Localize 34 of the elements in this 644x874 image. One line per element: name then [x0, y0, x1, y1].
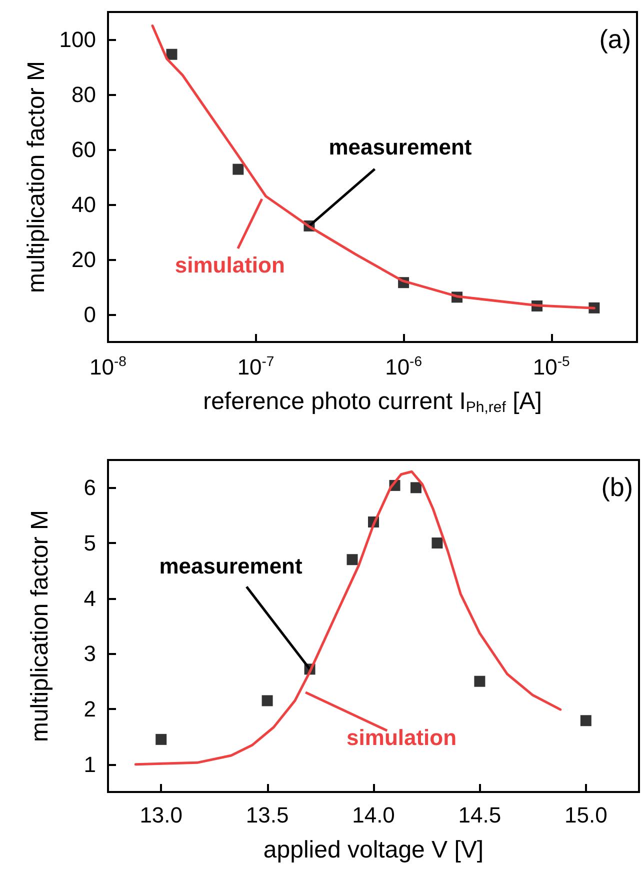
y-tick-label: 100 — [59, 27, 96, 52]
y-tick-label: 1 — [84, 752, 96, 777]
point — [580, 715, 592, 726]
annotation: (b) — [601, 472, 634, 502]
point — [262, 695, 273, 706]
y-tick-label: 80 — [72, 82, 96, 107]
y-tick-label: 40 — [72, 192, 96, 217]
y-tick-label: 0 — [84, 302, 96, 327]
x-tick-label: 15.0 — [564, 802, 608, 828]
y-tick-label: 60 — [72, 137, 96, 162]
x-tick-label: 13.0 — [140, 802, 183, 828]
annotation: simulation — [346, 724, 457, 750]
point — [156, 734, 167, 745]
annotation: measurement — [328, 134, 472, 160]
point — [432, 538, 443, 548]
y-tick-label: 5 — [84, 530, 96, 556]
annotation: measurement — [159, 554, 303, 579]
y-tick-label: 2 — [84, 696, 96, 722]
point — [474, 676, 486, 687]
y-tick-label: 20 — [72, 247, 96, 272]
y-tick-label: 3 — [84, 641, 96, 666]
y-axis-title: multiplication factor M — [22, 60, 50, 294]
x-tick-label: 14.5 — [458, 802, 502, 828]
x-tick-label: 14.0 — [352, 802, 395, 828]
y-axis-title: multiplication factor M — [26, 510, 54, 742]
point — [410, 482, 422, 494]
y-tick-label: 4 — [84, 586, 96, 611]
x-tick-label: 13.5 — [246, 802, 289, 828]
annotation: simulation — [174, 252, 285, 278]
line-series — [134, 470, 562, 766]
x-axis-title: applied voltage V [V] — [263, 836, 484, 864]
y-tick-label: 6 — [84, 475, 96, 500]
point — [346, 554, 358, 566]
annotation: (a) — [599, 24, 632, 54]
